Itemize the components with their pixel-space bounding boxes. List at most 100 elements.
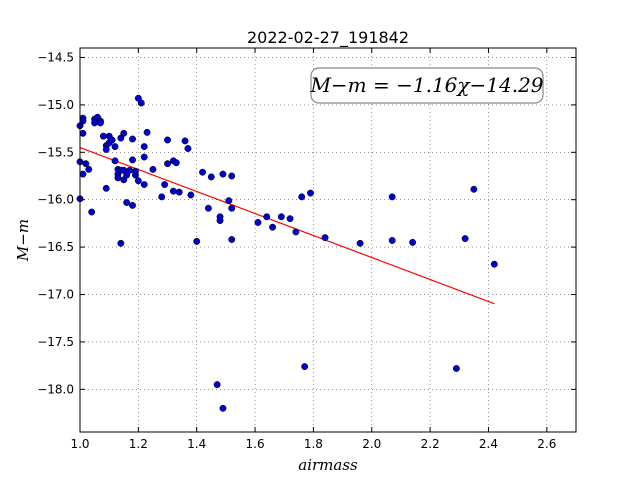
data-point (91, 119, 99, 127)
data-points (76, 94, 498, 412)
data-point (108, 136, 116, 144)
data-point (111, 157, 119, 165)
data-point (129, 135, 136, 143)
y-axis-label: M−m (14, 219, 32, 262)
annotation-frame (310, 67, 544, 104)
annotation-box: M−m = −1.16χ−14.29 (309, 67, 544, 104)
data-point (228, 172, 236, 180)
data-point (409, 238, 417, 246)
data-point (120, 129, 128, 137)
data-point (134, 177, 142, 185)
data-point (204, 204, 212, 212)
data-point (88, 208, 96, 216)
data-point (181, 137, 189, 145)
data-point (117, 239, 125, 247)
data-point (263, 213, 271, 221)
data-point (388, 193, 396, 201)
data-point (213, 381, 221, 389)
annotation-text: M−m = −1.16χ−14.29 (309, 73, 543, 97)
data-point (140, 153, 148, 161)
data-point (292, 228, 300, 236)
data-point (184, 145, 192, 152)
y-tick-label: −16.5 (37, 240, 74, 254)
x-tick-label: 2.0 (362, 437, 381, 451)
data-point (187, 191, 195, 199)
data-point (228, 204, 236, 212)
data-point (169, 187, 177, 195)
data-point (269, 223, 277, 231)
data-point (219, 170, 227, 178)
data-point (164, 160, 171, 168)
data-point (461, 235, 469, 243)
data-point (137, 99, 145, 107)
data-point (129, 156, 136, 164)
data-point (490, 260, 498, 268)
y-tick-label: −17.5 (37, 335, 74, 349)
y-tick-label: −15.0 (37, 98, 74, 112)
chart-title: 2022-02-27_191842 (247, 28, 409, 48)
data-point (298, 193, 306, 201)
y-tick-label: −15.5 (37, 145, 74, 159)
y-tick-label: −14.5 (37, 50, 74, 64)
data-point (193, 237, 201, 245)
data-point (114, 174, 122, 182)
data-point (254, 219, 262, 226)
data-point (102, 146, 110, 153)
data-point (85, 165, 93, 173)
x-tick-label: 1.8 (304, 437, 323, 451)
data-point (99, 132, 107, 140)
y-tick-label: −16.0 (37, 193, 74, 207)
data-point (140, 143, 148, 151)
data-point (219, 404, 227, 412)
data-point (356, 239, 364, 247)
x-axis-label: airmass (298, 456, 358, 474)
data-point (225, 197, 233, 205)
data-point (79, 129, 87, 137)
data-point (321, 234, 329, 242)
data-point (158, 193, 166, 201)
data-point (172, 159, 180, 167)
y-tick-label: −17.0 (37, 288, 74, 302)
data-point (277, 213, 285, 221)
x-tick-label: 2.2 (421, 437, 440, 451)
grid (80, 48, 576, 432)
data-point (79, 170, 87, 178)
data-point (199, 168, 206, 176)
fit-line (79, 146, 495, 305)
data-point (301, 363, 309, 371)
data-point (111, 143, 119, 151)
data-point (207, 173, 215, 181)
data-point (129, 201, 136, 209)
x-tick-label: 2.6 (537, 437, 556, 451)
data-point (286, 215, 294, 223)
data-point (228, 236, 236, 243)
data-point (175, 188, 183, 196)
data-point (102, 184, 110, 192)
x-tick-label: 1.2 (129, 437, 148, 451)
data-point (140, 181, 148, 188)
x-tick-label: 2.4 (479, 437, 498, 451)
data-point (79, 117, 87, 125)
data-point (161, 181, 169, 188)
x-tick-label: 1.6 (246, 437, 265, 451)
axis-ticks: 1.0 1.2 1.4 1.6 1.8 2.0 2.2 2.4 2.6 −14.5 −15.0 −15… (37, 48, 576, 451)
data-point (131, 171, 139, 179)
fit-line-group (79, 146, 495, 305)
data-point (307, 189, 314, 197)
x-tick-label: 1.4 (187, 437, 206, 451)
data-point (143, 128, 151, 136)
data-point (470, 185, 478, 193)
y-tick-label: −18.0 (37, 382, 74, 396)
data-point (388, 237, 396, 244)
data-point (164, 136, 171, 144)
plot-frame (79, 47, 577, 433)
data-point (96, 119, 104, 127)
data-point (149, 165, 157, 173)
data-point (82, 160, 90, 168)
data-point (123, 199, 131, 206)
data-point (216, 217, 224, 225)
data-point (126, 166, 134, 174)
x-tick-label: 1.0 (70, 437, 89, 451)
data-point (452, 365, 460, 372)
